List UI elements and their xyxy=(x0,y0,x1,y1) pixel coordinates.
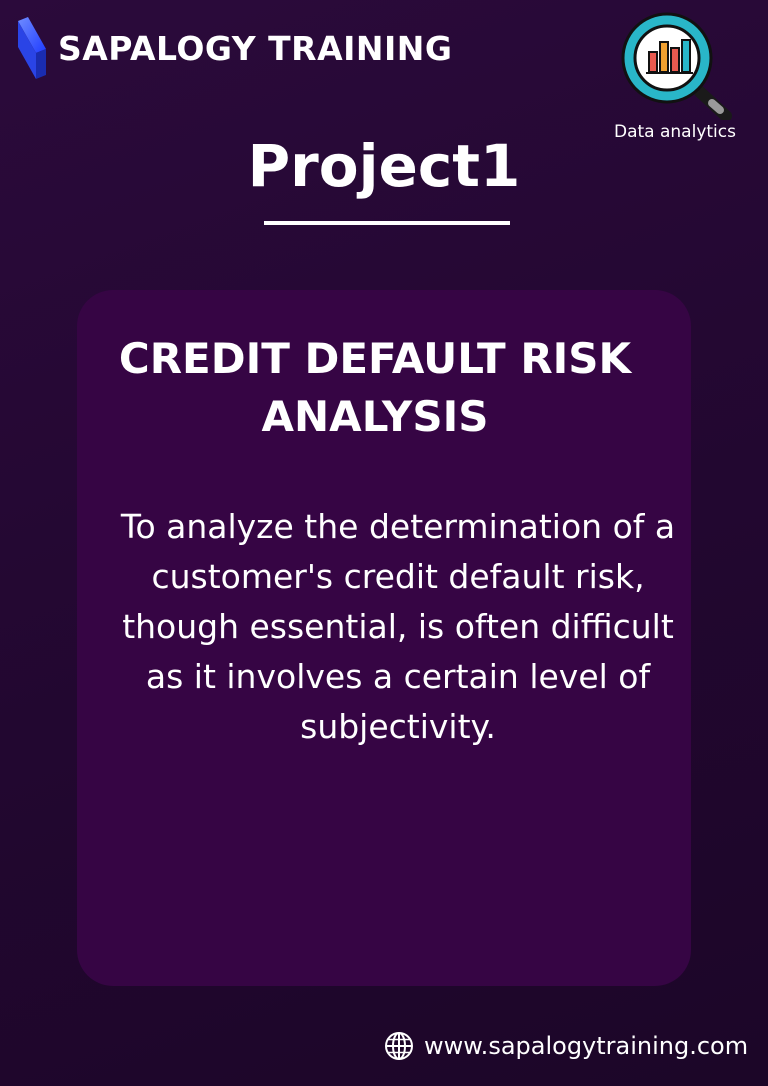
brand-logo-icon xyxy=(18,17,46,79)
badge-label: Data analytics xyxy=(614,122,736,142)
card-heading: CREDIT DEFAULT RISK ANALYSIS xyxy=(118,334,632,441)
footer: www.sapalogytraining.com xyxy=(384,1028,748,1064)
page-title: Project1 xyxy=(247,132,521,200)
brand-name: SAPALOGY TRAINING xyxy=(58,28,453,68)
data-analytics-badge: Data analytics xyxy=(600,12,760,152)
card-description: To analyze the determination of a custom… xyxy=(120,507,676,746)
brand: SAPALOGY TRAINING xyxy=(14,16,453,80)
title-underline xyxy=(264,221,510,225)
project-card xyxy=(77,290,691,986)
website-link[interactable]: www.sapalogytraining.com xyxy=(424,1032,749,1060)
magnifier-chart-icon xyxy=(621,12,732,120)
globe-icon xyxy=(385,1032,413,1060)
